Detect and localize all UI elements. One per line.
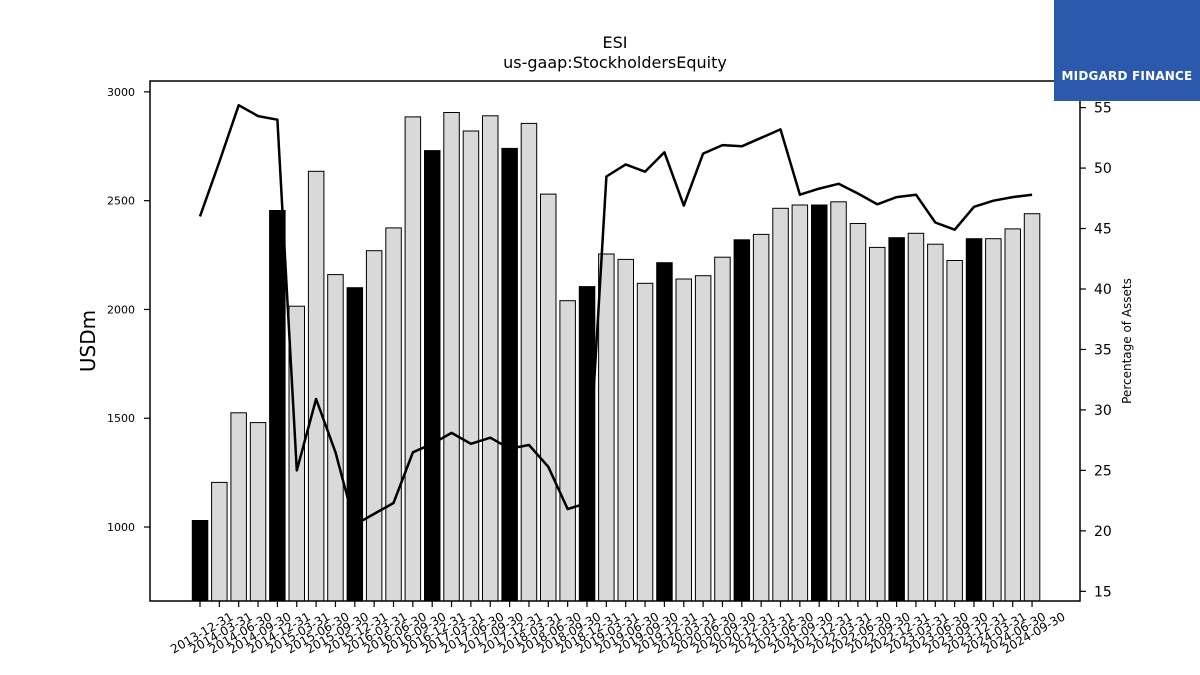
bar-2015-12-31	[346, 287, 364, 602]
bar-2014-03-31	[211, 481, 228, 602]
bar-2013-12-31	[191, 520, 209, 602]
bar-2023-03-31	[907, 232, 925, 602]
bar-2016-03-31	[365, 250, 383, 602]
y2-tick-label-25: 25	[1094, 463, 1112, 479]
bar-series	[191, 112, 1041, 602]
bar-2017-12-31	[501, 147, 518, 602]
right-axis: 15 20 25 30 35 40 45 50 55	[1080, 101, 1112, 600]
y2-tick-label-35: 35	[1094, 342, 1112, 358]
bar-2016-09-30	[404, 116, 422, 602]
bar-2020-09-30	[714, 256, 731, 602]
y2-tick-label-55: 55	[1094, 101, 1112, 117]
bar-2014-12-31	[269, 210, 286, 602]
bar-2020-06-30	[694, 275, 712, 602]
y-tick-label-3000: 3000	[107, 86, 135, 99]
percentage-line	[198, 103, 1033, 527]
bar-2022-09-30	[869, 246, 886, 602]
y-tick-label-2000: 2000	[107, 303, 135, 316]
y2-axis-label: Percentage of Assets	[1120, 278, 1134, 404]
bar-2021-06-30	[772, 207, 789, 602]
logo-text: MIDGARD FINANCE	[1061, 69, 1193, 83]
y2-tick-label-40: 40	[1094, 282, 1112, 298]
bar-2017-09-30	[482, 115, 499, 602]
brand-logo: MIDGARD FINANCE	[1054, 0, 1200, 101]
bar-2022-12-31	[888, 237, 905, 602]
bar-2023-09-30	[946, 260, 963, 602]
x-axis: 2013-12-312014-03-312014-06-302014-09-30…	[168, 601, 1068, 656]
bar-2021-03-31	[752, 233, 770, 602]
bar-2022-03-31	[830, 201, 847, 602]
y2-tick-label-45: 45	[1094, 222, 1112, 238]
bar-2018-06-30	[540, 193, 557, 602]
bar-2021-09-30	[791, 204, 809, 602]
bar-2019-12-31	[656, 262, 673, 602]
y-axis-label: USDm	[76, 310, 100, 372]
y2-tick-label-20: 20	[1094, 524, 1112, 540]
bar-2015-06-30	[307, 170, 325, 602]
y2-tick-label-15: 15	[1094, 584, 1112, 600]
y2-tick-label-30: 30	[1094, 403, 1112, 419]
bar-2023-06-30	[927, 243, 944, 602]
bar-2019-03-31	[598, 253, 615, 602]
bar-2021-12-31	[811, 204, 828, 602]
bar-2024-06-30	[1004, 228, 1021, 602]
logo-mark-icon	[1054, 0, 1200, 101]
bar-2014-06-30	[230, 412, 247, 602]
bar-2024-09-30	[1023, 213, 1041, 602]
bar-2024-03-31	[985, 238, 1002, 602]
left-axis: 1000 1500 2000 2500 3000	[107, 86, 150, 534]
y2-tick-label-50: 50	[1094, 161, 1112, 177]
bar-2020-03-31	[675, 278, 692, 602]
bar-2018-12-31	[578, 286, 596, 602]
bar-2023-12-31	[965, 238, 983, 602]
bar-2018-03-31	[520, 122, 538, 602]
y-tick-label-1000: 1000	[107, 521, 135, 534]
chart-title: ESI	[603, 33, 628, 52]
bar-2018-09-30	[559, 300, 576, 602]
bar-2016-12-31	[424, 150, 441, 602]
bar-2019-09-30	[636, 282, 654, 602]
bar-2014-09-30	[249, 422, 267, 602]
y-tick-label-1500: 1500	[107, 412, 135, 425]
bar-2020-12-31	[733, 239, 751, 602]
bar-2022-06-30	[849, 223, 867, 602]
plot-frame	[149, 80, 1081, 602]
chart-subtitle: us-gaap:StockholdersEquity	[503, 53, 727, 72]
bar-2016-06-30	[385, 227, 402, 602]
bar-2019-06-30	[617, 258, 634, 602]
bar-2017-03-31	[443, 112, 460, 602]
y-tick-label-2500: 2500	[107, 195, 135, 208]
bar-2017-06-30	[462, 130, 480, 602]
